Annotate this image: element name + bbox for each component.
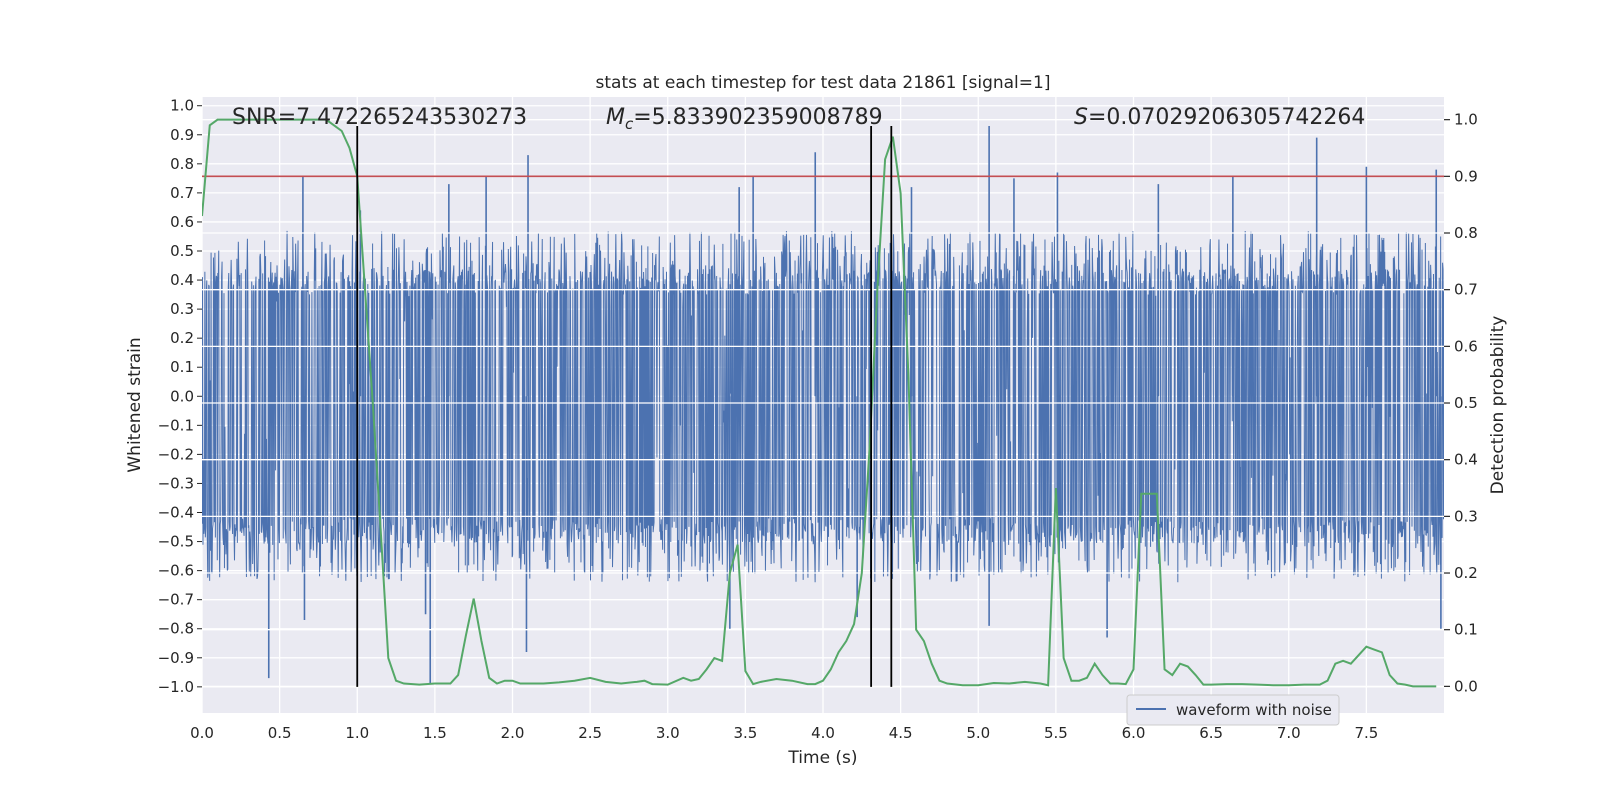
x-tick-label-4: 2.0 bbox=[501, 724, 525, 742]
x-tick-label-3: 1.5 bbox=[423, 724, 447, 742]
x-tick-label-12: 6.0 bbox=[1122, 724, 1146, 742]
y-tick-label-19: −0.9 bbox=[158, 649, 194, 667]
legend: waveform with noise bbox=[1126, 694, 1340, 726]
y-tick-label-16: −0.6 bbox=[158, 562, 194, 580]
s-annotation: S=0.07029206305742264 bbox=[1074, 105, 1365, 130]
snr-annotation: SNR=7.472265243530273 bbox=[232, 105, 527, 130]
legend-box bbox=[1126, 694, 1340, 726]
y-tick-label-12: −0.2 bbox=[158, 445, 194, 463]
x-tick-label-2: 1.0 bbox=[345, 724, 369, 742]
chirp-mass-annotation: Mc=5.833902359008789 bbox=[606, 105, 883, 133]
waveform-with-noise-line bbox=[202, 230, 1444, 583]
y2-tick-label-8: 0.2 bbox=[1454, 564, 1478, 582]
x-tick-label-5: 2.5 bbox=[578, 724, 602, 742]
x-tick-label-13: 6.5 bbox=[1199, 724, 1223, 742]
x-tick-label-6: 3.0 bbox=[656, 724, 680, 742]
y-tick-label-20: −1.0 bbox=[158, 678, 194, 696]
s-value: =0.07029206305742264 bbox=[1088, 105, 1365, 130]
y-tick-label-13: −0.3 bbox=[158, 474, 194, 492]
y2-axis-ticks: 1.0 0.9 0.8 0.7 0.6 0.5 0.4 0.3 0.2 0.1 0.0 bbox=[1444, 111, 1478, 695]
y2-tick-label-2: 0.8 bbox=[1454, 224, 1478, 242]
y2-tick-label-10: 0.0 bbox=[1454, 677, 1478, 695]
x-tick-label-15: 7.5 bbox=[1354, 724, 1378, 742]
y2-tick-label-0: 1.0 bbox=[1454, 111, 1478, 129]
x-tick-label-11: 5.5 bbox=[1044, 724, 1068, 742]
y-tick-label-3: 0.7 bbox=[170, 184, 194, 202]
y-tick-label-17: −0.7 bbox=[158, 591, 194, 609]
legend-label: waveform with noise bbox=[1176, 701, 1332, 719]
y-tick-label-7: 0.3 bbox=[170, 300, 194, 318]
y-tick-label-1: 0.9 bbox=[170, 126, 194, 144]
y2-axis-label: Detection probability bbox=[1488, 316, 1508, 495]
y-tick-label-8: 0.2 bbox=[170, 329, 194, 347]
x-tick-label-8: 4.0 bbox=[811, 724, 835, 742]
y-tick-label-9: 0.1 bbox=[170, 358, 194, 376]
x-tick-label-9: 4.5 bbox=[889, 724, 913, 742]
y-tick-label-11: −0.1 bbox=[158, 416, 194, 434]
grid-overlay bbox=[202, 119, 1444, 688]
x-tick-label-14: 7.0 bbox=[1277, 724, 1301, 742]
s-symbol: S bbox=[1074, 105, 1088, 130]
y-tick-label-10: 0.0 bbox=[170, 387, 194, 405]
y-tick-label-6: 0.4 bbox=[170, 271, 194, 289]
y2-tick-label-1: 0.9 bbox=[1454, 167, 1478, 185]
y-tick-label-2: 0.8 bbox=[170, 155, 194, 173]
y-axis-label: Whitened strain bbox=[125, 337, 145, 472]
y-axis-ticks: 1.0 0.9 0.8 0.7 0.6 0.5 0.4 0.3 0.2 0.1 0.0 −0.1 −0.… bbox=[158, 97, 202, 696]
y2-tick-label-9: 0.1 bbox=[1454, 621, 1478, 639]
y-tick-label-18: −0.8 bbox=[158, 620, 194, 638]
y2-tick-label-4: 0.6 bbox=[1454, 337, 1478, 355]
detection-probability-line bbox=[202, 118, 1437, 688]
x-tick-label-10: 5.0 bbox=[966, 724, 990, 742]
chirp-mass-symbol: M bbox=[606, 105, 625, 130]
chirp-mass-subscript: c bbox=[625, 115, 634, 133]
x-tick-label-1: 0.5 bbox=[268, 724, 292, 742]
x-axis-label: Time (s) bbox=[787, 748, 857, 768]
x-tick-label-0: 0.0 bbox=[190, 724, 214, 742]
y-tick-label-15: −0.5 bbox=[158, 533, 194, 551]
chart-title: stats at each timestep for test data 218… bbox=[596, 73, 1051, 93]
waveform-series bbox=[202, 126, 1444, 684]
y-tick-label-14: −0.4 bbox=[158, 504, 194, 522]
vertical-marker-lines bbox=[356, 126, 893, 687]
y2-tick-label-6: 0.4 bbox=[1454, 451, 1478, 469]
x-tick-label-7: 3.5 bbox=[733, 724, 757, 742]
y2-tick-label-5: 0.5 bbox=[1454, 394, 1478, 412]
y2-tick-label-7: 0.3 bbox=[1454, 507, 1478, 525]
x-axis-ticks: 0.0 0.5 1.0 1.5 2.0 2.5 3.0 3.5 4.0 4.5 5.0 5.5 6.0 6… bbox=[190, 724, 1378, 742]
chirp-mass-value: =5.833902359008789 bbox=[633, 105, 882, 130]
y2-tick-label-3: 0.7 bbox=[1454, 281, 1478, 299]
y-tick-label-5: 0.5 bbox=[170, 242, 194, 260]
y-tick-label-0: 1.0 bbox=[170, 97, 194, 115]
probability-series bbox=[202, 118, 1437, 688]
y-tick-label-4: 0.6 bbox=[170, 213, 194, 231]
